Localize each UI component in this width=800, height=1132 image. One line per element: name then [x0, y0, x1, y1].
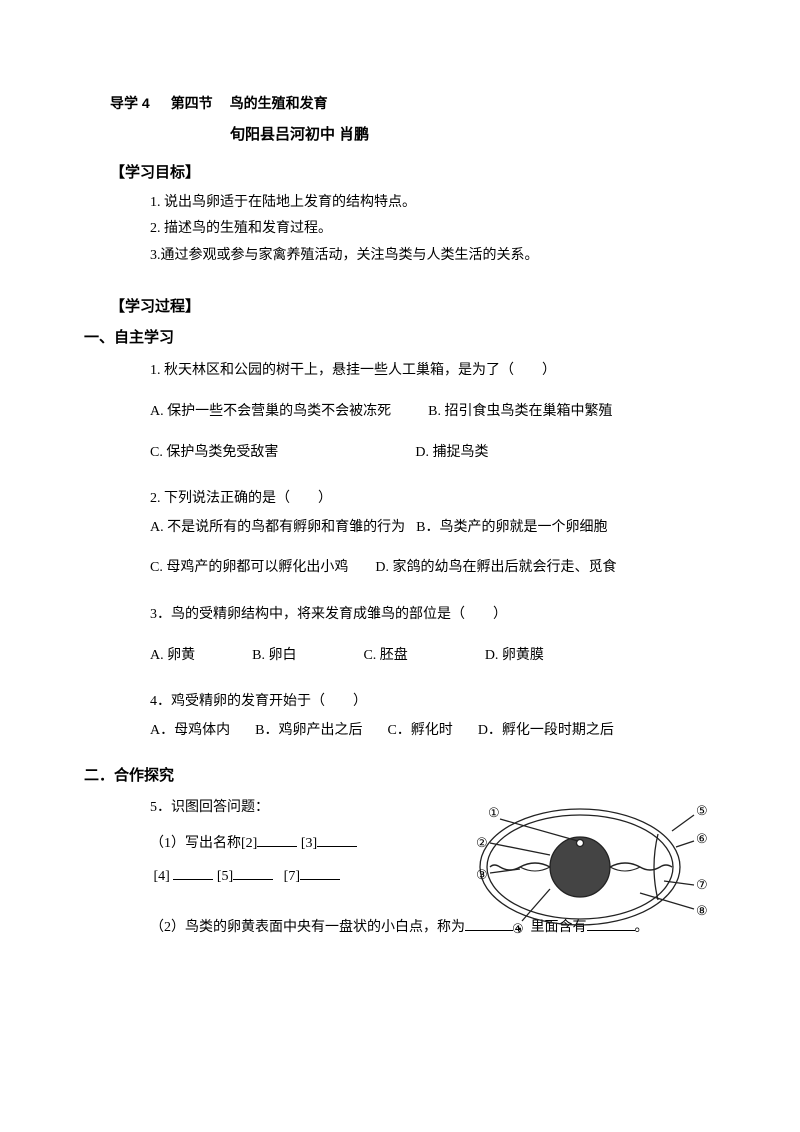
q4-options-row: A．母鸡体内 B．鸡卵产出之后 C．孵化时 D．孵化一段时期之后 [150, 718, 700, 745]
q2-options-row: C. 母鸡产的卵都可以孵化出小鸡 D. 家鸽的幼鸟在孵出后就会行走、觅食 [150, 555, 700, 582]
q1-opt-a: A. 保护一些不会营巢的鸟类不会被冻死 [150, 399, 391, 426]
q1-stem: 1. 秋天林区和公园的树干上，悬挂一些人工巢箱，是为了（ ） [150, 358, 700, 385]
fill-blank[interactable] [173, 866, 213, 880]
q2-options-row: A. 不是说所有的鸟都有孵卵和育雏的行为 B．鸟类产的卵就是一个卵细胞 [150, 515, 700, 542]
lesson-header: 导学 4 第四节 鸟的生殖和发育 [110, 90, 700, 119]
q4-opt-d: D．孵化一段时期之后 [478, 718, 614, 745]
goal-item: 3.通过参观或参与家禽养殖活动，关注鸟类与人类生活的关系。 [150, 243, 700, 270]
part1-heading: 一、自主学习 [84, 324, 700, 353]
goals-heading: 【学习目标】 [110, 159, 700, 188]
q5-p1-c: [7] [284, 869, 300, 884]
fill-blank[interactable] [317, 833, 357, 847]
q5-p1-prefix: （1）写出名称[2] [150, 836, 257, 851]
q1-opt-b: B. 招引食虫鸟类在巢箱中繁殖 [428, 399, 612, 426]
topic-title: 鸟的生殖和发育 [230, 95, 328, 111]
q5-p1-b: [5] [217, 869, 233, 884]
q2-opt-d: D. 家鸽的幼鸟在孵出后就会行走、觅食 [375, 555, 616, 582]
q5-p1-mid1: [3] [301, 836, 317, 851]
q3-options-row: A. 卵黄 B. 卵白 C. 胚盘 D. 卵黄膜 [150, 643, 700, 670]
lesson-label: 导学 4 [110, 95, 150, 111]
q3-opt-b: B. 卵白 [252, 643, 296, 670]
q3-opt-a: A. 卵黄 [150, 643, 195, 670]
q4-opt-b: B．鸡卵产出之后 [255, 718, 362, 745]
goal-item: 1. 说出鸟卵适于在陆地上发育的结构特点。 [150, 190, 700, 217]
q5-p1-a: [4] [154, 869, 170, 884]
part2-heading: 二．合作探究 [84, 762, 700, 791]
q5-p1-line2: [4] [5] [7] [150, 864, 700, 891]
q3-opt-c: C. 胚盘 [363, 643, 407, 670]
subtitle: 旬阳县吕河初中 肖鹏 [230, 121, 700, 150]
section-label: 第四节 [171, 95, 213, 111]
q3-opt-d: D. 卵黄膜 [485, 643, 544, 670]
q5-p2-prefix: （2）鸟类的卵黄表面中央有一盘状的小白点，称为 [150, 920, 465, 935]
q5-stem: 5．识图回答问题： [150, 795, 700, 822]
q5-p1-line1: （1）写出名称[2] [3] [150, 831, 700, 858]
fill-blank[interactable] [233, 866, 273, 880]
process-heading: 【学习过程】 [110, 293, 700, 322]
fill-blank[interactable] [257, 833, 297, 847]
fill-blank[interactable] [300, 866, 340, 880]
diagram-label-4: ④ [512, 921, 524, 936]
q3-stem: 3．鸟的受精卵结构中，将来发育成雏鸟的部位是（ ） [150, 602, 700, 629]
q1-options-row: C. 保护鸟类免受敌害 D. 捕捉鸟类 [150, 440, 700, 467]
q1-options-row: A. 保护一些不会营巢的鸟类不会被冻死 B. 招引食虫鸟类在巢箱中繁殖 [150, 399, 700, 426]
q2-opt-c: C. 母鸡产的卵都可以孵化出小鸡 [150, 555, 348, 582]
q2-opt-a: A. 不是说所有的鸟都有孵卵和育雏的行为 [150, 515, 405, 542]
goal-item: 2. 描述鸟的生殖和发育过程。 [150, 216, 700, 243]
q2-stem: 2. 下列说法正确的是（ ） [150, 486, 700, 513]
q4-opt-c: C．孵化时 [387, 718, 452, 745]
q1-opt-c: C. 保护鸟类免受敌害 [150, 440, 278, 467]
q4-opt-a: A．母鸡体内 [150, 718, 230, 745]
diagram-label-8: ⑧ [696, 903, 708, 918]
q4-stem: 4．鸡受精卵的发育开始于（ ） [150, 689, 700, 716]
q1-opt-d: D. 捕捉鸟类 [415, 440, 488, 467]
q2-opt-b: B．鸟类产的卵就是一个卵细胞 [416, 515, 607, 542]
